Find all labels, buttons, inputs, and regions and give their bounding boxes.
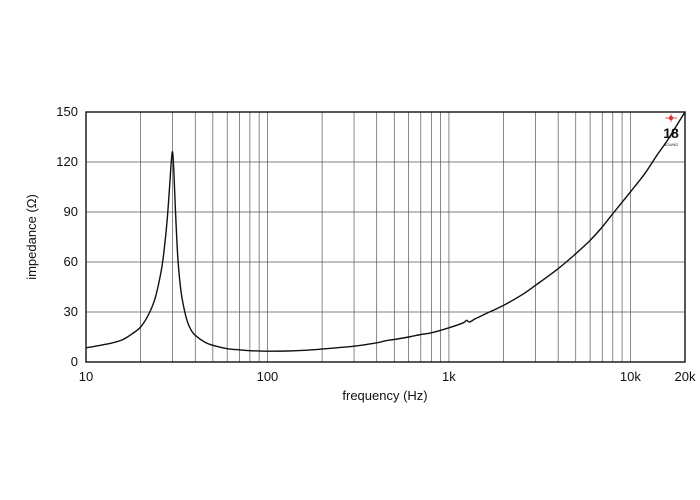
x-tick-label: 1k: [442, 369, 456, 384]
y-tick-label: 0: [71, 354, 78, 369]
y-tick-label: 30: [64, 304, 78, 319]
x-tick-label: 10: [79, 369, 93, 384]
impedance-curve: [85, 111, 686, 352]
y-axis-ticks: 0 30 60 90 120 150: [56, 104, 78, 369]
y-tick-label: 60: [64, 254, 78, 269]
y-tick-label: 90: [64, 204, 78, 219]
y-tick-label: 120: [56, 154, 78, 169]
x-tick-label: 10k: [620, 369, 641, 384]
logo-subtext: SOUND: [664, 142, 679, 147]
grid: [86, 112, 685, 362]
x-axis-title: frequency (Hz): [342, 388, 427, 403]
plot-frame: [85, 111, 686, 363]
brand-logo: 18 SOUND: [663, 114, 679, 147]
logo-number: 18: [663, 125, 679, 141]
star-icon: [665, 114, 677, 122]
x-tick-label: 100: [257, 369, 279, 384]
y-axis-title: impedance (Ω): [24, 194, 39, 280]
y-tick-label: 150: [56, 104, 78, 119]
x-axis-ticks: 10 100 1k 10k 20k: [79, 369, 696, 384]
plot-area: [86, 112, 685, 362]
x-tick-label: 20k: [675, 369, 696, 384]
